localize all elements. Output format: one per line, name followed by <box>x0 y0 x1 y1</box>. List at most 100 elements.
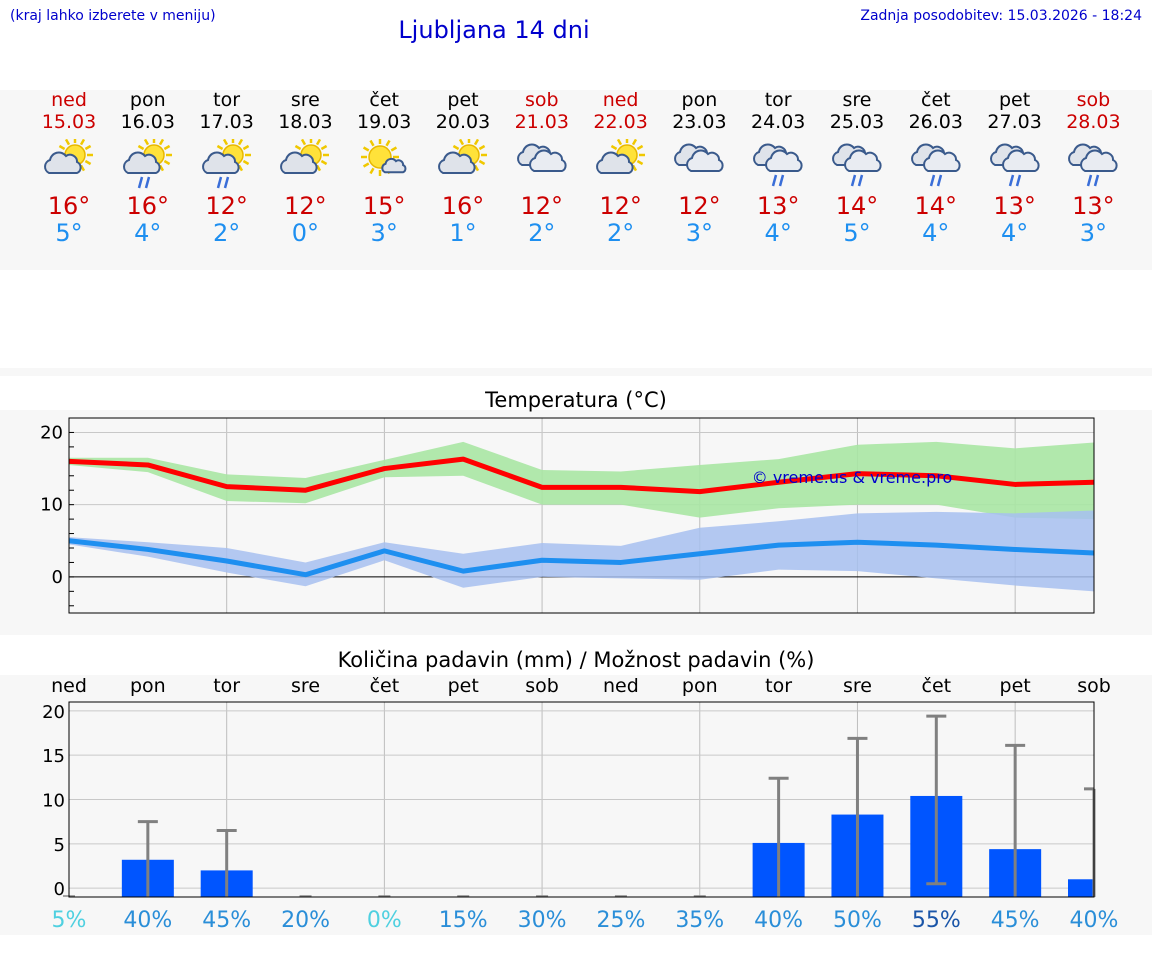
cloudy-rain-icon <box>1068 143 1118 187</box>
forecast-tmin: 5° <box>55 219 83 247</box>
forecast-day: čet 19.03 15° 3° <box>345 90 423 247</box>
forecast-date: 26.03 <box>908 111 963 133</box>
forecast-tmax: 12° <box>678 192 721 220</box>
forecast-date: 17.03 <box>199 111 254 133</box>
forecast-day-name: čet <box>369 89 399 111</box>
forecast-day-name: pon <box>129 89 166 111</box>
forecast-tmax: 13° <box>1072 192 1115 220</box>
forecast-tmax: 16° <box>126 192 170 220</box>
forecast-day-name: ned <box>602 89 639 111</box>
x-day-label: pet <box>448 675 479 697</box>
tmax-range-band <box>69 441 1094 520</box>
x-day-label: sre <box>843 675 872 697</box>
precipitation-chart-title: Količina padavin (mm) / Možnost padavin … <box>337 648 815 672</box>
y-tick-label: 5 <box>54 835 65 856</box>
forecast-tmax: 12° <box>599 192 642 220</box>
plot-frame <box>68 701 1095 898</box>
forecast-date: 18.03 <box>278 111 333 133</box>
precip-chance-label: 5% <box>52 908 87 933</box>
forecast-day-name: tor <box>213 89 241 111</box>
forecast-tmin: 2° <box>212 219 241 247</box>
forecast-day-name: sre <box>842 89 872 111</box>
forecast-tmin: 3° <box>685 219 714 247</box>
partly-cloudy-rain-icon <box>201 139 251 189</box>
x-day-label: sre <box>291 675 320 697</box>
forecast-day: tor 17.03 12° 2° <box>188 90 266 247</box>
temperature-chart-title: Temperatura (°C) <box>485 388 667 412</box>
y-tick-label: 10 <box>40 495 63 516</box>
y-tick-label: 0 <box>54 879 65 900</box>
forecast-day-name: sre <box>290 89 320 111</box>
forecast-date: 20.03 <box>435 111 491 133</box>
forecast-day: ned 22.03 12° 2° <box>582 90 660 247</box>
forecast-tmax: 13° <box>993 192 1036 220</box>
forecast-date: 28.03 <box>1066 111 1121 133</box>
forecast-date: 25.03 <box>829 111 885 133</box>
forecast-tmin: 5° <box>843 219 871 247</box>
precip-bar <box>1068 879 1094 897</box>
forecast-date: 15.03 <box>41 111 97 133</box>
page-title: Ljubljana 14 dni <box>398 16 590 44</box>
forecast-tmin: 4° <box>134 219 162 247</box>
forecast-date: 22.03 <box>593 111 648 133</box>
forecast-tmax: 16° <box>441 192 485 220</box>
location-hint: (kraj lahko izberete v meniju) <box>10 8 216 24</box>
forecast-tmin: 0° <box>291 219 320 247</box>
watermark: © vreme.us & vreme.pro <box>752 468 953 487</box>
forecast-day: pon 23.03 12° 3° <box>660 90 738 247</box>
x-day-label: ned <box>51 675 87 697</box>
forecast-day-name: pon <box>681 89 718 111</box>
partly-cloudy-rain-icon <box>122 139 172 189</box>
sunny-small-cloud-icon <box>361 139 407 176</box>
forecast-tmax: 12° <box>205 192 248 220</box>
precip-chance-label: 30% <box>518 908 567 933</box>
precip-chance-label: 35% <box>675 908 724 933</box>
cloudy-rain-icon <box>832 143 882 187</box>
precip-chance-label: 25% <box>596 908 645 933</box>
forecast-day: sob 21.03 12° 2° <box>503 90 581 247</box>
forecast-tmax: 12° <box>520 192 564 220</box>
cloudy-icon <box>516 143 567 172</box>
forecast-tmin: 4° <box>1000 219 1029 247</box>
forecast-day: čet 26.03 14° 4° <box>897 90 975 247</box>
forecast-date: 19.03 <box>356 111 412 133</box>
precip-chance-label: 45% <box>202 908 251 933</box>
forecast-day: ned 15.03 16° 5° <box>30 90 108 247</box>
daily-forecast-strip: ned 15.03 16° 5° pon 16.03 16° 4° tor 17.03 12° 2° s… <box>0 90 1152 270</box>
forecast-day-name: pet <box>998 89 1031 111</box>
y-tick-label: 10 <box>42 791 65 812</box>
x-day-label: pon <box>682 675 718 697</box>
forecast-date: 23.03 <box>672 111 727 133</box>
last-update: Zadnja posodobitev: 15.03.2026 - 18:24 <box>860 8 1142 24</box>
divider-band <box>0 368 1152 376</box>
forecast-day-name: sob <box>525 89 559 111</box>
x-day-label: čet <box>370 675 400 697</box>
cloudy-rain-icon <box>989 143 1040 187</box>
forecast-day: sre 25.03 14° 5° <box>818 90 896 247</box>
forecast-tmax: 15° <box>362 192 406 220</box>
forecast-day-name: ned <box>51 89 87 111</box>
forecast-tmin: 2° <box>606 219 635 247</box>
temperature-panel: 0 10 20 © vreme.us & vreme.pro <box>0 410 1152 635</box>
forecast-day: sre 18.03 12° 0° <box>266 90 344 247</box>
forecast-date: 24.03 <box>750 111 806 133</box>
forecast-day-name: čet <box>921 89 951 111</box>
precip-chance-label: 40% <box>754 908 803 933</box>
precipitation-chart: ned pon tor sre čet pet sob ned pon tor sre čet pet s… <box>42 675 1118 933</box>
x-day-label: čet <box>922 675 952 697</box>
precip-chance-label: 55% <box>912 908 961 933</box>
forecast-day-name: sob <box>1076 89 1111 111</box>
forecast-tmax: 14° <box>835 192 879 220</box>
x-day-label: tor <box>765 675 792 697</box>
forecast-day-name: pet <box>447 89 479 111</box>
x-day-label: sob <box>1077 675 1111 697</box>
precip-chance-label: 45% <box>991 908 1040 933</box>
forecast-tmin: 2° <box>528 219 556 247</box>
plot-frame <box>68 417 1095 614</box>
forecast-tmin: 4° <box>922 219 950 247</box>
forecast-day-name: tor <box>764 89 792 111</box>
forecast-day: sob 28.03 13° 3° <box>1054 90 1132 247</box>
forecast-day: pet 20.03 16° 1° <box>424 90 502 247</box>
precip-chance-label: 0% <box>367 908 402 933</box>
temperature-chart: 0 10 20 © vreme.us & vreme.pro <box>40 417 1095 614</box>
